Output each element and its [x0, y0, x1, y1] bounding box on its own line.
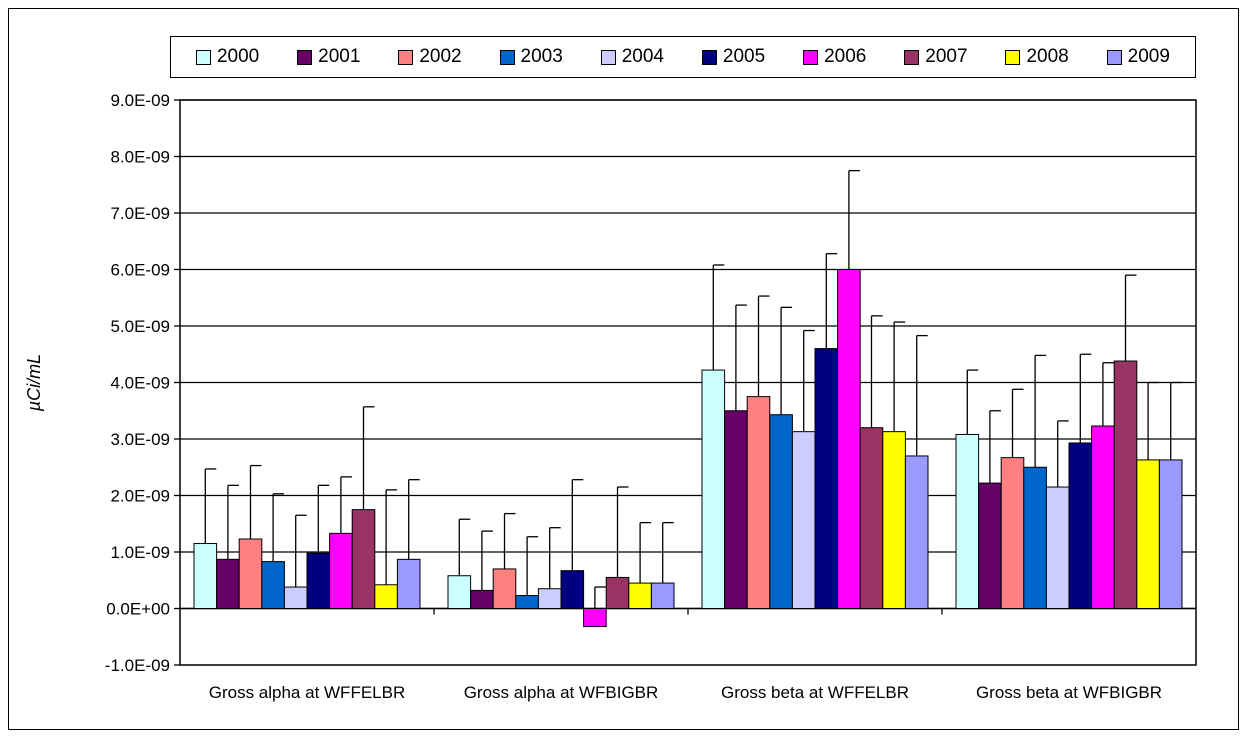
legend-item: 2007 — [904, 46, 968, 68]
bar — [306, 552, 331, 610]
y-tick-label: 2.0E-09 — [110, 487, 170, 506]
legend-item: 2004 — [600, 46, 664, 68]
y-tick-label: -1.0E-09 — [105, 656, 170, 675]
plot-area-border — [179, 99, 1197, 666]
legend-label: 2003 — [520, 46, 563, 67]
bar — [978, 482, 1002, 610]
bar — [261, 561, 285, 609]
bar — [1158, 459, 1183, 609]
x-tick-label: Gross beta at WFBIGBR — [976, 683, 1162, 702]
bar — [859, 427, 884, 610]
bar — [1023, 466, 1047, 609]
x-tick-label: Gross alpha at WFFELBR — [209, 683, 406, 702]
legend-label: 2002 — [419, 46, 462, 67]
legend-swatch — [195, 49, 211, 65]
legend-label: 2008 — [1026, 46, 1069, 67]
legend-swatch — [1106, 49, 1122, 65]
legend-item: 2005 — [701, 46, 766, 68]
bar — [746, 396, 771, 609]
legend-item: 2006 — [803, 46, 866, 68]
legend-swatch — [1005, 49, 1021, 65]
legend-label: 2007 — [925, 46, 968, 67]
bar — [1000, 457, 1025, 609]
bar — [470, 589, 494, 609]
bar — [904, 455, 929, 610]
bar — [1091, 425, 1115, 609]
bar — [193, 543, 218, 610]
y-tick-label: 4.0E-09 — [110, 374, 170, 393]
bar — [628, 582, 652, 610]
bar — [374, 584, 398, 610]
legend-swatch — [803, 49, 819, 65]
bar — [1045, 486, 1070, 609]
chart-legend: 2000 2001 2002 2003 2004 2005 2006 2007 2008 2009 — [170, 36, 1196, 78]
bar — [814, 348, 839, 609]
legend-label: 2001 — [318, 46, 361, 67]
legend-swatch — [701, 49, 717, 65]
bar — [724, 410, 748, 609]
y-tick-label: 5.0E-09 — [110, 317, 170, 336]
legend-item: 2003 — [499, 46, 563, 68]
legend-swatch — [297, 49, 313, 65]
legend-item: 2000 — [195, 46, 260, 68]
legend-swatch — [600, 49, 616, 65]
bar — [216, 558, 240, 609]
bar — [560, 570, 585, 610]
legend-item: 2002 — [398, 46, 462, 68]
bar — [1136, 459, 1160, 609]
y-axis-label: µCi/mL — [24, 354, 44, 412]
legend-item: 2008 — [1005, 46, 1069, 68]
legend-label: 2006 — [824, 46, 867, 67]
y-tick-label: 7.0E-09 — [110, 204, 170, 223]
bar — [515, 595, 539, 610]
bar — [583, 608, 607, 628]
x-tick-label: Gross beta at WFFELBR — [721, 683, 909, 702]
bar — [396, 558, 421, 609]
legend-swatch — [398, 49, 414, 65]
legend-label: 2004 — [621, 46, 664, 67]
bar — [605, 576, 630, 609]
y-tick-label: 9.0E-09 — [110, 91, 170, 110]
bar — [701, 369, 726, 609]
y-tick-label: 1.0E-09 — [110, 543, 170, 562]
legend-swatch — [904, 49, 920, 65]
y-tick-label: 3.0E-09 — [110, 430, 170, 449]
bar — [447, 575, 472, 609]
legend-item: 2001 — [297, 46, 360, 68]
y-tick-label: 0.0E+00 — [106, 600, 170, 619]
bar — [329, 532, 353, 609]
legend-label: 2009 — [1127, 46, 1170, 67]
bar — [769, 414, 793, 609]
y-tick-label: 8.0E-09 — [110, 148, 170, 167]
bar — [1113, 360, 1138, 609]
bar — [537, 588, 562, 609]
legend-label: 2005 — [722, 46, 766, 67]
bar — [1068, 442, 1093, 609]
bar — [955, 433, 980, 610]
bar — [238, 538, 263, 610]
legend-label: 2000 — [216, 46, 260, 67]
y-tick-label: 6.0E-09 — [110, 261, 170, 280]
chart-frame — [8, 8, 1239, 730]
bar — [283, 586, 308, 610]
bar — [351, 509, 376, 609]
legend-swatch — [499, 49, 515, 65]
x-tick-label: Gross alpha at WFBIGBR — [464, 683, 659, 702]
bar — [650, 582, 675, 610]
bar — [882, 431, 906, 609]
legend-item: 2009 — [1106, 46, 1170, 68]
bar — [837, 269, 861, 609]
bar — [791, 431, 816, 609]
bar — [492, 568, 517, 610]
